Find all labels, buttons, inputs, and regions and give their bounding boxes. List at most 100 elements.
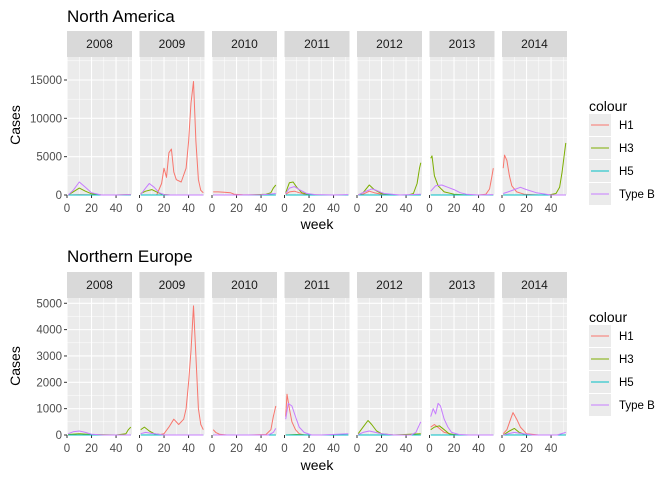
panel-background [139, 298, 205, 435]
legend-label-h3: H3 [619, 354, 634, 366]
facet-strip-label: 2008 [86, 37, 113, 51]
x-tick-label: 40 [255, 203, 268, 215]
legend-item-type-b: Type B [589, 183, 655, 205]
panel-background [212, 298, 277, 435]
facet-strip [502, 31, 567, 57]
facet-strip [429, 31, 495, 57]
y-tick-label: 5000 [36, 298, 62, 310]
y-tick-label: 4000 [36, 325, 62, 337]
x-tick-label: 20 [85, 443, 98, 455]
facet-strip-label: 2010 [231, 278, 258, 292]
legend-title: colour [589, 98, 627, 114]
x-tick-label: 40 [182, 203, 195, 215]
legend-keys: H1 H3 H5 Type B [589, 325, 655, 416]
x-tick-label: 0 [499, 203, 505, 215]
x-tick-label: 20 [448, 443, 461, 455]
facet-strip-label: 2012 [376, 278, 403, 292]
panel-background [284, 57, 350, 195]
panel-background [429, 57, 495, 195]
legend-label-h5: H5 [619, 166, 634, 178]
x-tick-label: 40 [545, 443, 558, 455]
legend-keys: H1 H3 H5 Type B [589, 114, 655, 205]
series-line-h1 [140, 305, 204, 436]
facet-strip [429, 272, 495, 298]
facet-panel-2013: 2013 0 20 40 [426, 272, 495, 455]
series-line-type-b [503, 186, 566, 196]
legend-label-type-b: Type B [619, 400, 655, 412]
series-line-h1 [140, 81, 204, 196]
panel-background [284, 298, 350, 435]
legend-label-type-b: Type B [619, 189, 655, 201]
x-tick-label: 0 [499, 443, 505, 455]
series-line-type-b [357, 188, 421, 196]
y-tick-label: 3000 [36, 351, 62, 363]
facet-strip [139, 272, 205, 298]
series-line-type-b [140, 183, 204, 196]
facet-panel-2009: 2009 0 20 40 [136, 272, 205, 455]
series-line-type-b [67, 181, 131, 196]
legend-item-h5: H5 [589, 371, 634, 393]
facet-strip [139, 31, 205, 57]
legend-item-h1: H1 [589, 325, 634, 347]
x-tick-label: 0 [426, 203, 432, 215]
x-tick-label: 40 [327, 443, 340, 455]
facet-panel-2010: 2010 0 20 40 [209, 31, 277, 215]
facet-panel-2014: 2014 0 20 40 [499, 272, 567, 455]
x-tick-label: 20 [158, 203, 171, 215]
x-tick-label: 20 [230, 203, 243, 215]
legend-item-h5: H5 [589, 160, 634, 182]
panel-background [67, 57, 132, 195]
facet-strip-label: 2011 [304, 278, 330, 292]
facet-strip-label: 2014 [521, 278, 548, 292]
x-tick-label: 40 [472, 203, 485, 215]
panel-background [502, 57, 567, 195]
panel-background [139, 57, 205, 195]
y-axis-title: Cases [7, 346, 23, 386]
x-axis-title: week [300, 216, 335, 232]
x-tick-label: 40 [255, 443, 268, 455]
series-line-type-b [430, 402, 494, 436]
series-line-type-b [285, 402, 349, 436]
series-line-type-b [68, 430, 131, 436]
facet-panel-2011: 2011 0 20 40 [281, 272, 350, 455]
x-tick-label: 20 [520, 203, 533, 215]
legend-label-h3: H3 [619, 143, 634, 155]
chart-title: Northern Europe [67, 247, 193, 266]
panel-background [429, 298, 495, 435]
y-tick-label: 0 [56, 430, 62, 442]
x-tick-label: 0 [136, 203, 142, 215]
panel-background [357, 298, 422, 435]
panel-background [67, 298, 132, 435]
legend-item-h1: H1 [589, 114, 634, 136]
chart-title: North America [67, 7, 175, 26]
facet-panel-2012: 2012 0 20 40 [354, 272, 422, 455]
x-tick-label: 20 [230, 443, 243, 455]
x-tick-label: 0 [354, 203, 360, 215]
legend-label-h1: H1 [619, 331, 634, 343]
x-tick-label: 40 [110, 203, 123, 215]
panel-background [502, 298, 567, 435]
x-tick-label: 40 [110, 443, 123, 455]
x-tick-label: 40 [400, 203, 413, 215]
facet-strip [357, 272, 422, 298]
x-tick-label: 40 [400, 443, 413, 455]
facet-panel-2012: 2012 0 20 40 [354, 31, 422, 215]
legend-label-h5: H5 [619, 377, 634, 389]
panel-background [357, 57, 422, 195]
facet-strip [67, 31, 132, 57]
x-tick-label: 20 [375, 203, 388, 215]
x-tick-label: 20 [158, 443, 171, 455]
series-line-type-b [213, 193, 276, 196]
facet-panel-2014: 2014 0 20 40 [499, 31, 567, 215]
facet-strip-label: 2014 [521, 37, 548, 51]
facet-strip [212, 31, 277, 57]
y-tick-label: 2000 [36, 377, 62, 389]
x-axis-title: week [300, 457, 335, 473]
facet-strip-label: 2009 [159, 278, 186, 292]
x-tick-label: 40 [182, 443, 195, 455]
